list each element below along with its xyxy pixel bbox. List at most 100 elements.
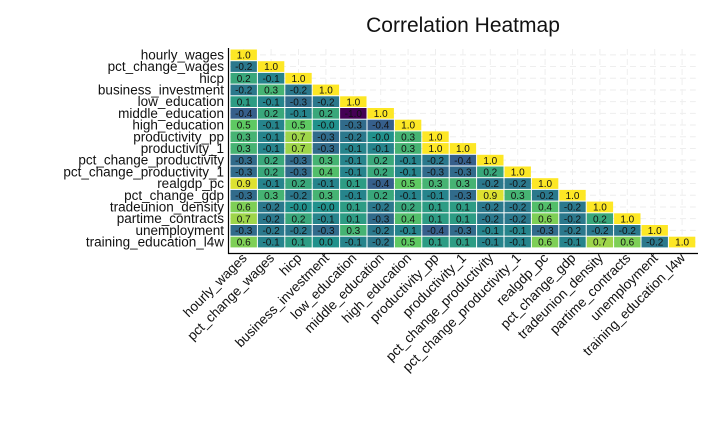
heatmap-cell [449, 166, 477, 178]
heatmap-cell [367, 201, 394, 213]
cell-value-label: 0.6 [237, 203, 251, 214]
cell-value-label: 0.2 [483, 167, 497, 178]
cell-value-label: -0.3 [454, 191, 472, 202]
heatmap-cell [312, 131, 340, 143]
cell-value-label: 1.0 [429, 132, 443, 143]
heatmap-cell [257, 225, 285, 236]
heatmap-cell [340, 201, 367, 213]
cell-value-label: -0.2 [591, 226, 609, 237]
cell-value-label: 1.0 [319, 86, 333, 97]
heatmap-cell [312, 143, 340, 154]
cell-value-label: 1.0 [456, 144, 470, 155]
cell-value-label: -0.1 [317, 214, 335, 225]
cell-value-label: -0.1 [290, 109, 308, 120]
cell-value-label: 0.3 [319, 191, 333, 202]
heatmap-cell [367, 236, 394, 248]
heatmap-cell [422, 213, 449, 224]
cell-value-label: 0.1 [456, 203, 470, 214]
cell-value-label: -0.1 [564, 238, 582, 249]
heatmap-cell [340, 143, 367, 154]
heatmap-cell [586, 201, 614, 213]
cell-value-label: -0.1 [317, 179, 335, 190]
cell-value-label: 0.6 [620, 238, 634, 249]
cell-value-label: -0.2 [372, 226, 390, 237]
cell-value-label: -0.1 [399, 226, 417, 237]
heatmap-cell [312, 225, 340, 236]
heatmap-cell [449, 236, 477, 248]
heatmap-cell [559, 236, 586, 248]
heatmap-cell [477, 178, 504, 189]
heatmap-cell [312, 96, 340, 107]
heatmap-cell [449, 178, 477, 189]
heatmap-cell [312, 236, 340, 248]
heatmap-cell [531, 189, 559, 201]
heatmap-cell [285, 189, 312, 201]
cell-value-label: 0.1 [346, 214, 360, 225]
heatmap-cell [257, 166, 285, 178]
heatmap-cell [340, 154, 367, 166]
cell-value-label: -0.0 [290, 203, 308, 214]
heatmap-cell [449, 213, 477, 224]
cell-value-label: -0.2 [509, 203, 527, 214]
heatmap-cell [531, 225, 559, 236]
cell-value-label: 0.9 [483, 191, 497, 202]
heatmap-cell [559, 213, 586, 224]
cell-value-label: 0.2 [401, 203, 415, 214]
heatmap-cell [477, 201, 504, 213]
cell-value-label: 0.1 [456, 214, 470, 225]
cell-value-label: -0.1 [399, 156, 417, 167]
cell-value-label: -0.1 [399, 167, 417, 178]
heatmap-cell [586, 213, 614, 224]
cell-value-label: 0.2 [264, 156, 278, 167]
cell-value-label: -0.2 [619, 226, 637, 237]
cell-value-label: -0.2 [482, 203, 500, 214]
cell-value-label: 1.0 [374, 109, 388, 120]
cell-value-label: 1.0 [648, 226, 662, 237]
heatmap-cell [257, 96, 285, 107]
heatmap-cell [340, 108, 367, 119]
cell-value-label: 1.0 [620, 214, 634, 225]
cell-value-label: -0.1 [372, 144, 390, 155]
cell-value-label: -0.1 [482, 226, 500, 237]
cell-value-label: 0.3 [319, 156, 333, 167]
heatmap-cell [367, 131, 394, 143]
heatmap-cell [531, 213, 559, 224]
heatmap-cell [312, 201, 340, 213]
y-tick-label: pct_change_wages [108, 59, 225, 74]
heatmap-cell [367, 166, 394, 178]
cell-value-label: 0.2 [374, 191, 388, 202]
cell-value-label: 0.4 [401, 214, 415, 225]
cell-value-label: -0.2 [262, 214, 280, 225]
heatmap-cell [394, 154, 422, 166]
cell-value-label: 0.2 [593, 214, 607, 225]
cell-value-label: 0.3 [429, 179, 443, 190]
cell-value-label: -0.3 [235, 226, 253, 237]
heatmap-cell [367, 143, 394, 154]
heatmap-cell [257, 131, 285, 143]
cell-value-label: -0.3 [454, 226, 472, 237]
heatmap-cell [230, 178, 257, 189]
cell-value-label: 0.2 [264, 109, 278, 120]
cell-value-label: -0.1 [345, 156, 363, 167]
heatmap-cell [641, 225, 668, 236]
heatmap-cell [312, 108, 340, 119]
cell-value-label: 0.5 [401, 238, 415, 249]
cell-value-label: 0.5 [292, 121, 306, 132]
cell-value-label: -0.1 [427, 191, 445, 202]
heatmap-cell [394, 143, 422, 154]
heatmap-cell [285, 201, 312, 213]
heatmap-cell [394, 166, 422, 178]
heatmap-cell [312, 84, 340, 96]
heatmap-cell [257, 143, 285, 154]
cell-value-label: 1.0 [401, 121, 415, 132]
heatmap-cell [285, 154, 312, 166]
y-tick-label: business_investment [98, 82, 224, 97]
heatmap-cell [285, 143, 312, 154]
heatmap-cell [504, 201, 531, 213]
heatmap-cell [586, 225, 614, 236]
cell-value-label: -0.1 [509, 226, 527, 237]
y-tick-label: pct_change_productivity_1 [63, 164, 224, 179]
heatmap-cell [531, 201, 559, 213]
cell-value-label: 0.3 [456, 179, 470, 190]
cell-value-label: -0.2 [427, 156, 445, 167]
